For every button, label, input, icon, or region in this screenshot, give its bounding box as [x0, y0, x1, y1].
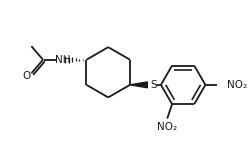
Text: NO₂: NO₂: [157, 122, 177, 132]
Polygon shape: [130, 82, 147, 88]
Text: O: O: [22, 71, 31, 81]
Text: NO₂: NO₂: [227, 80, 247, 90]
Text: NH: NH: [55, 55, 70, 65]
Text: S: S: [150, 80, 157, 90]
